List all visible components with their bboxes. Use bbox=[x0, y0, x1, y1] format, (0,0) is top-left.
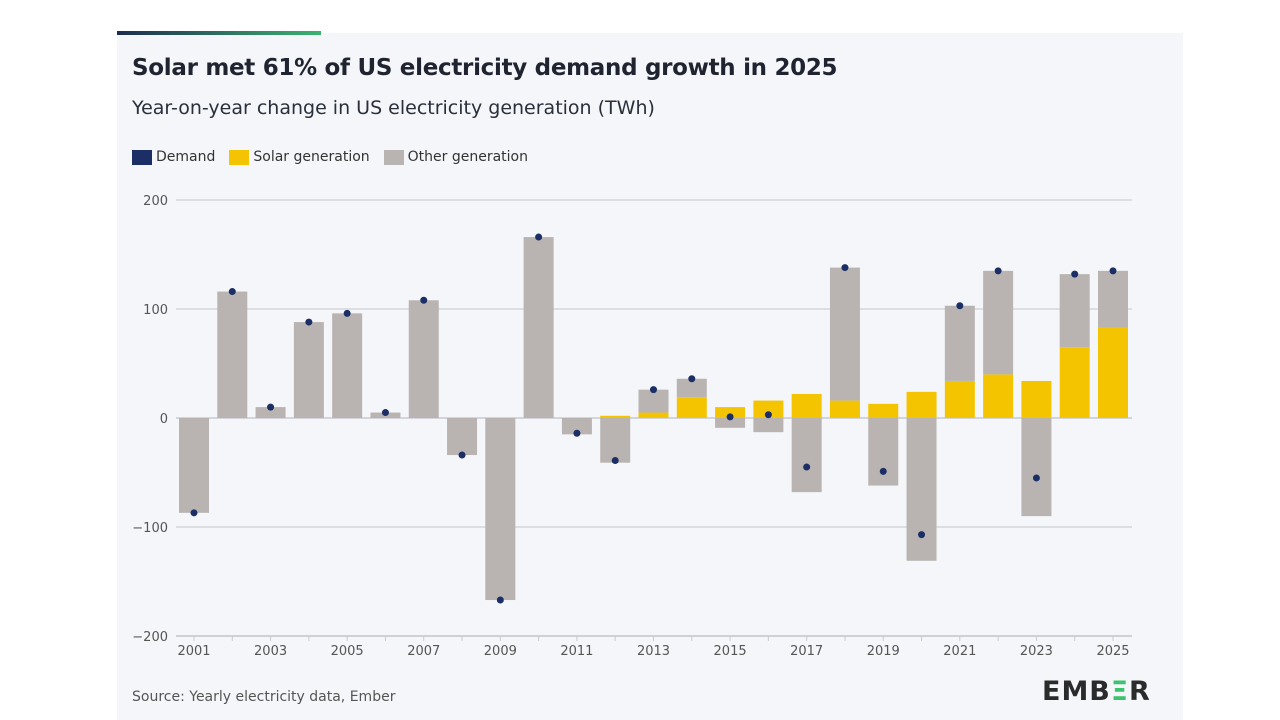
bar-solar-2023 bbox=[1021, 380, 1052, 418]
demand-point-2005 bbox=[343, 309, 351, 317]
bar-solar-2018 bbox=[829, 400, 860, 418]
bar-other-2013 bbox=[638, 389, 669, 413]
bar-other-2020 bbox=[906, 418, 937, 561]
bar-other-2007 bbox=[408, 300, 439, 418]
demand-point-2019 bbox=[879, 467, 887, 475]
demand-point-2001 bbox=[190, 509, 198, 517]
demand-point-2006 bbox=[381, 409, 389, 417]
x-tick-label: 2025 bbox=[1096, 644, 1129, 659]
demand-point-2012 bbox=[611, 457, 619, 465]
legend-swatch-solar bbox=[229, 149, 250, 165]
bar-solar-2021 bbox=[944, 380, 975, 418]
bar-solar-2019 bbox=[868, 403, 899, 418]
legend-label: Solar generation bbox=[253, 149, 370, 165]
demand-point-2023 bbox=[1032, 474, 1040, 482]
bar-other-2010 bbox=[523, 237, 554, 418]
bar-other-2019 bbox=[868, 418, 899, 486]
bar-other-2001 bbox=[179, 418, 209, 513]
demand-point-2002 bbox=[228, 288, 236, 296]
bar-other-2003 bbox=[255, 407, 286, 418]
demand-point-2015 bbox=[726, 413, 734, 421]
x-tick-label: 2001 bbox=[177, 644, 210, 659]
demand-point-2010 bbox=[535, 233, 543, 241]
bar-other-2021 bbox=[944, 305, 975, 381]
y-tick-label: 100 bbox=[143, 303, 168, 318]
demand-point-2013 bbox=[650, 386, 657, 394]
x-tick-label: 2007 bbox=[407, 644, 440, 659]
bar-solar-2025 bbox=[1098, 327, 1128, 418]
x-tick-label: 2003 bbox=[254, 644, 287, 659]
demand-point-2025 bbox=[1109, 267, 1117, 275]
demand-point-2004 bbox=[305, 318, 313, 326]
x-tick-label: 2021 bbox=[943, 644, 976, 659]
accent-bar bbox=[117, 31, 321, 35]
demand-point-2008 bbox=[458, 451, 466, 459]
legend-swatch-other bbox=[383, 149, 404, 165]
bar-other-2024 bbox=[1059, 274, 1090, 348]
demand-point-2007 bbox=[420, 296, 428, 304]
legend-label: Other generation bbox=[407, 149, 528, 165]
y-tick-label: −100 bbox=[132, 521, 168, 536]
bar-other-2018 bbox=[829, 267, 860, 401]
bar-solar-2014 bbox=[676, 397, 707, 418]
demand-point-2011 bbox=[573, 429, 581, 437]
demand-point-2017 bbox=[803, 463, 811, 471]
bar-other-2014 bbox=[676, 378, 707, 398]
bar-other-2012 bbox=[600, 418, 631, 463]
legend-item-demand[interactable]: Demand bbox=[132, 149, 215, 165]
bar-other-2004 bbox=[293, 322, 324, 418]
demand-point-2014 bbox=[688, 375, 696, 383]
bar-solar-2013 bbox=[638, 412, 669, 418]
bar-other-2017 bbox=[791, 418, 822, 493]
legend-item-solar[interactable]: Solar generation bbox=[229, 149, 370, 165]
x-tick-label: 2005 bbox=[331, 644, 364, 659]
y-tick-label: 200 bbox=[143, 194, 168, 209]
demand-point-2003 bbox=[267, 403, 275, 411]
chart-subtitle: Year-on-year change in US electricity ge… bbox=[132, 97, 655, 119]
demand-point-2018 bbox=[841, 264, 849, 272]
chart-title: Solar met 61% of US electricity demand g… bbox=[132, 55, 838, 81]
bar-solar-2016 bbox=[753, 400, 784, 418]
bar-other-2015 bbox=[715, 418, 746, 428]
y-tick-label: −200 bbox=[132, 630, 168, 645]
source-note: Source: Yearly electricity data, Ember bbox=[132, 689, 396, 705]
demand-point-2021 bbox=[956, 302, 964, 310]
x-tick-label: 2017 bbox=[790, 644, 823, 659]
x-tick-label: 2009 bbox=[484, 644, 517, 659]
x-tick-label: 2023 bbox=[1020, 644, 1053, 659]
bar-solar-2015 bbox=[715, 407, 746, 418]
demand-point-2016 bbox=[764, 411, 772, 419]
legend-label: Demand bbox=[156, 149, 216, 165]
bar-solar-2022 bbox=[983, 374, 1014, 418]
demand-point-2009 bbox=[496, 596, 504, 604]
legend-swatch-demand bbox=[132, 149, 152, 165]
bar-solar-2017 bbox=[791, 394, 822, 418]
bar-other-2016 bbox=[753, 418, 784, 433]
bar-other-2025 bbox=[1098, 270, 1128, 328]
x-tick-label: 2011 bbox=[560, 644, 593, 659]
legend-item-other[interactable]: Other generation bbox=[383, 149, 528, 165]
bar-other-2008 bbox=[447, 418, 478, 456]
y-tick-label: 0 bbox=[160, 412, 168, 427]
bar-other-2023 bbox=[1021, 418, 1052, 517]
bar-other-2022 bbox=[983, 270, 1014, 375]
bar-other-2005 bbox=[332, 313, 363, 418]
bar-solar-2012 bbox=[600, 415, 631, 418]
bar-other-2002 bbox=[217, 291, 248, 418]
bar-other-2009 bbox=[485, 418, 516, 601]
x-tick-label: 2015 bbox=[714, 644, 747, 659]
demand-point-2022 bbox=[994, 267, 1002, 275]
x-tick-label: 2019 bbox=[867, 644, 900, 659]
x-tick-label: 2013 bbox=[637, 644, 670, 659]
demand-point-2024 bbox=[1071, 270, 1079, 278]
bar-other-2011 bbox=[561, 418, 592, 435]
bar-solar-2024 bbox=[1059, 347, 1090, 418]
demand-point-2020 bbox=[918, 531, 926, 539]
ember-logo: EMBΞR bbox=[1042, 676, 1151, 707]
legend: Demand Solar generation Other generation bbox=[132, 149, 528, 165]
bar-solar-2020 bbox=[906, 391, 937, 418]
